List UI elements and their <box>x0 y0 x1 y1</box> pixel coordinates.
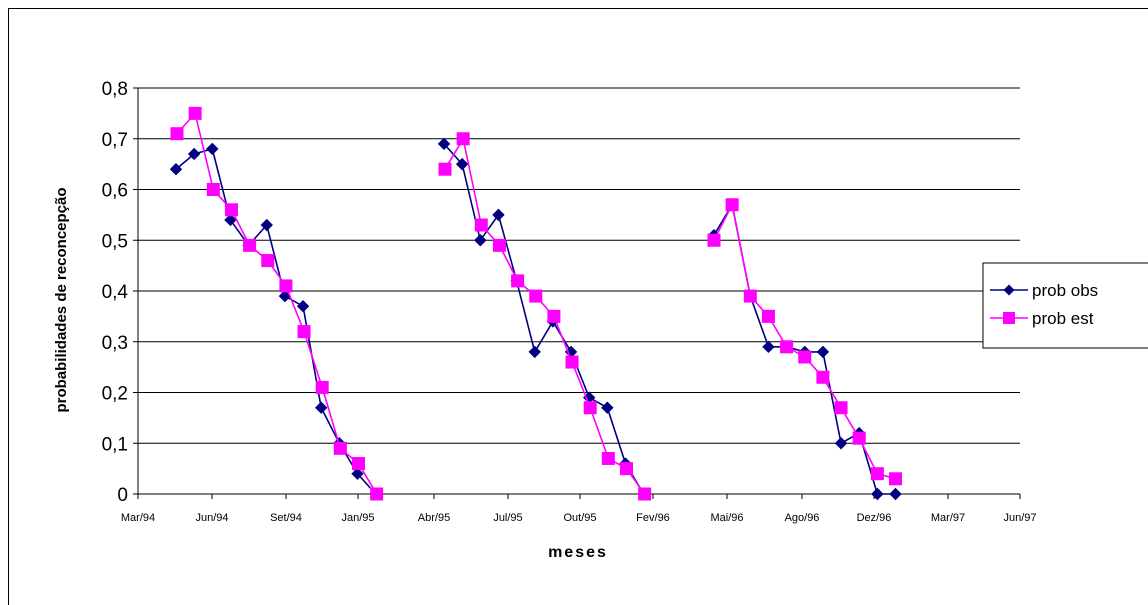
x-tick-labels: Mar/94 Jun/94 Set/94 Jan/95 Abr/95 Jul/95 Out/… <box>121 494 1037 524</box>
data-point <box>352 457 365 471</box>
x-tick-label: Jan/95 <box>341 512 374 524</box>
legend-label: prob obs <box>1032 281 1098 300</box>
data-point <box>511 274 525 288</box>
x-axis-title: meses <box>548 544 608 561</box>
y-tick-label: 0,1 <box>102 434 128 455</box>
data-point <box>314 401 328 414</box>
data-point <box>725 198 739 212</box>
data-point <box>315 380 329 394</box>
data-point <box>492 208 505 222</box>
legend-box <box>982 262 1148 349</box>
x-tick-label: Fev/96 <box>636 512 670 524</box>
data-point <box>528 345 541 359</box>
x-tick-label: Mai/96 <box>710 512 743 524</box>
y-tick-label: 0,3 <box>102 333 128 354</box>
data-point <box>780 340 794 354</box>
data-point <box>260 218 273 232</box>
data-point <box>565 355 579 369</box>
data-point <box>169 162 183 176</box>
data-point <box>370 487 384 501</box>
grid-lines <box>133 87 1020 495</box>
data-point <box>583 401 597 415</box>
x-tick-label: Ago/96 <box>785 512 820 524</box>
x-tick-label: Dez/96 <box>857 512 892 524</box>
data-point <box>474 234 487 247</box>
data-point <box>492 238 506 252</box>
y-tick-label: 0,6 <box>102 181 128 202</box>
data-point <box>547 309 561 323</box>
data-point <box>261 254 275 268</box>
data-point <box>206 183 220 196</box>
data-point <box>279 279 293 293</box>
y-tick-label: 0 <box>117 485 128 506</box>
data-point <box>474 218 488 232</box>
series-line <box>443 143 645 495</box>
x-tick-label: Abr/95 <box>418 512 450 524</box>
data-point <box>206 142 219 156</box>
data-point <box>188 106 202 120</box>
data-point <box>743 289 757 303</box>
series-line <box>176 111 378 495</box>
data-point <box>351 467 364 480</box>
x-tick-label: Set/94 <box>270 512 302 524</box>
data-point <box>243 238 257 252</box>
x-tick-label: Out/95 <box>563 512 596 524</box>
series-prob-est <box>170 106 902 501</box>
data-point <box>297 325 311 339</box>
data-point <box>798 350 812 364</box>
data-point <box>437 137 451 151</box>
data-point <box>601 451 615 465</box>
chart-frame <box>8 8 1148 605</box>
data-point <box>333 441 347 455</box>
data-point <box>620 462 633 476</box>
data-point <box>456 132 470 146</box>
data-point <box>707 233 721 247</box>
series <box>169 106 902 501</box>
y-tick-label: 0,2 <box>102 384 128 405</box>
x-tick-label: Mar/94 <box>121 512 155 524</box>
data-point <box>438 162 452 176</box>
legend: prob obs prob est <box>982 262 1148 349</box>
legend-label: prob est <box>1032 309 1094 328</box>
data-point <box>852 431 866 445</box>
y-tick-label: 0,4 <box>102 282 129 303</box>
data-point <box>529 289 543 303</box>
x-tick-label: Jun/94 <box>195 512 228 524</box>
data-point <box>871 487 884 501</box>
data-point <box>601 401 614 414</box>
data-point <box>816 370 830 384</box>
legend-marker <box>1003 312 1015 324</box>
data-point <box>455 157 469 171</box>
data-point <box>889 487 902 501</box>
x-tick-label: Jun/97 <box>1003 512 1036 524</box>
y-tick-label: 0,8 <box>102 79 128 100</box>
data-point <box>296 300 310 313</box>
y-axis-title: probabilidades de reconcepção <box>53 187 70 412</box>
data-point <box>187 147 201 161</box>
y-tick-label: 0,5 <box>102 231 128 252</box>
data-point <box>638 487 652 501</box>
data-point <box>224 213 237 227</box>
y-tick-labels: 0 0,1 0,2 0,3 0,4 0,5 0,6 0,7 0,8 <box>102 79 129 506</box>
x-tick-label: Mar/97 <box>931 512 965 524</box>
series-prob-obs <box>169 137 902 501</box>
data-point <box>834 401 848 415</box>
data-point <box>170 127 184 141</box>
data-point <box>761 309 775 323</box>
y-tick-label: 0,7 <box>102 130 128 151</box>
data-point <box>889 472 902 486</box>
data-point <box>762 340 775 354</box>
data-point <box>224 203 238 217</box>
legend-marker <box>1003 284 1015 296</box>
series-line <box>444 136 646 495</box>
x-tick-label: Jul/95 <box>493 512 522 524</box>
data-point <box>816 345 830 359</box>
data-point <box>870 467 884 481</box>
data-point <box>834 437 848 450</box>
